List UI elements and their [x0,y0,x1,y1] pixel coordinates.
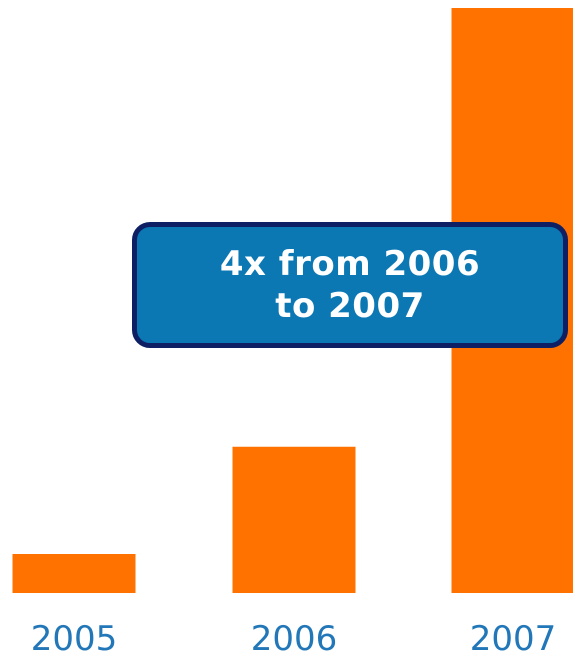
category-labels-group: 2005 2006 2007 [31,619,557,659]
annotation-text: 4x from 2006 to 2007 [220,243,480,327]
annotation-callout: 4x from 2006 to 2007 [132,222,568,348]
annotation-line-1: 4x from 2006 [219,244,481,284]
category-label-2007: 2007 [470,619,557,659]
bar-2005 [12,554,136,593]
category-label-2006: 2006 [251,619,338,659]
annotation-line-2: to 2007 [275,286,425,326]
bar-2006 [232,446,356,593]
category-label-2005: 2005 [31,619,118,659]
